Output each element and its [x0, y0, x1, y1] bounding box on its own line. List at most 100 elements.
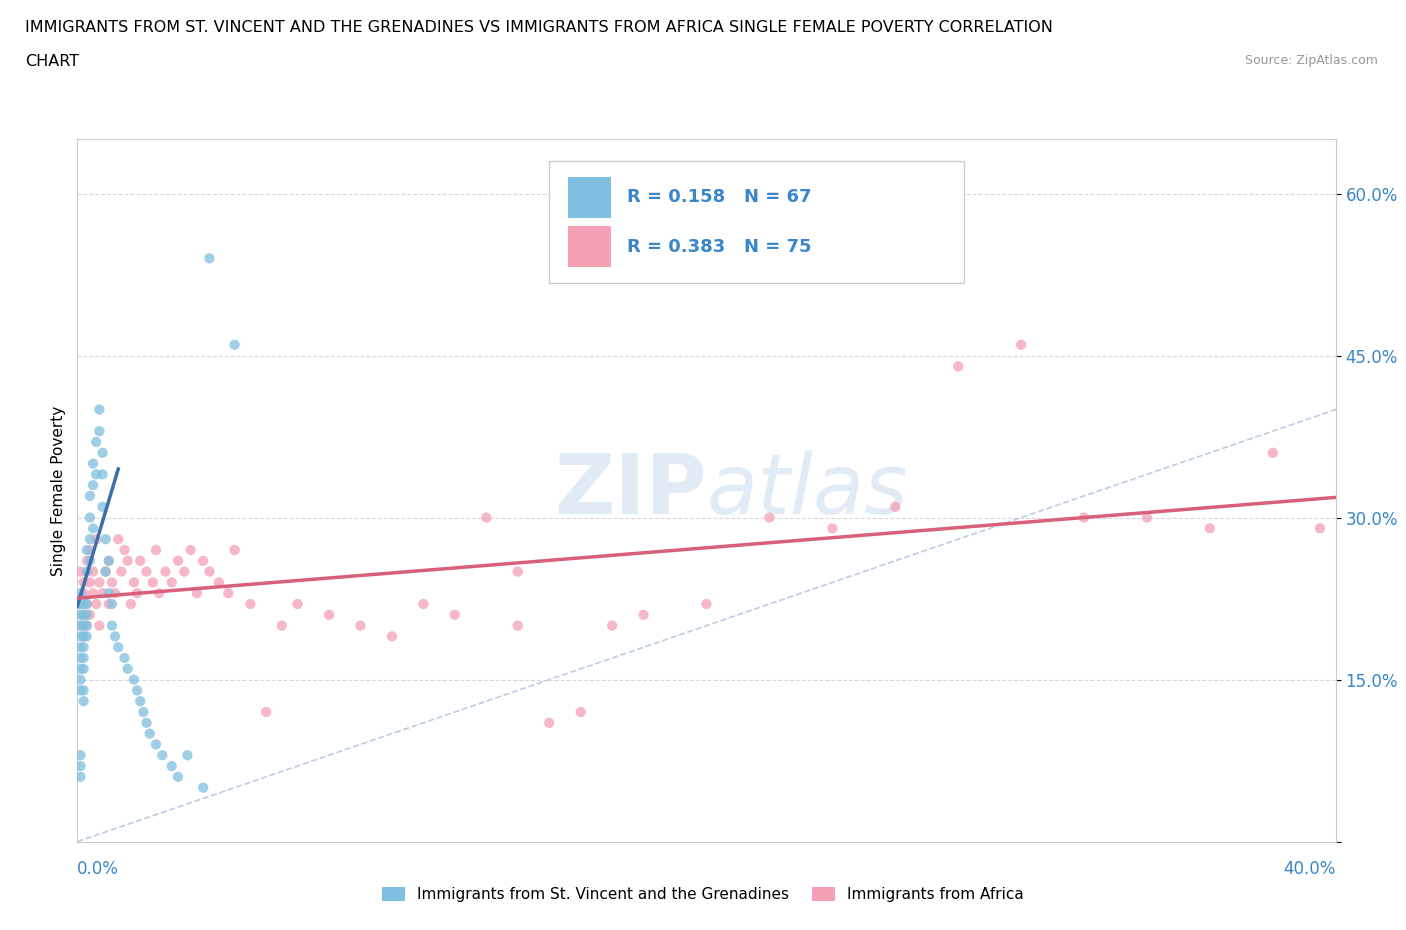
Point	[72, 596, 94, 611]
Point	[1198, 521, 1220, 536]
Point	[239, 596, 262, 611]
Point	[569, 705, 592, 720]
Point	[72, 629, 94, 644]
Point	[72, 683, 94, 698]
Point	[72, 640, 94, 655]
Point	[167, 553, 190, 568]
Point	[69, 618, 91, 633]
Point	[142, 575, 165, 590]
Point	[82, 565, 104, 579]
Point	[412, 596, 434, 611]
FancyBboxPatch shape	[568, 226, 610, 267]
Point	[287, 596, 309, 611]
Point	[91, 499, 114, 514]
Point	[224, 338, 246, 352]
Point	[76, 553, 98, 568]
Point	[84, 596, 107, 611]
Point	[72, 607, 94, 622]
Point	[107, 640, 129, 655]
Point	[76, 618, 98, 633]
Point	[69, 672, 91, 687]
Point	[117, 553, 139, 568]
Text: ZIP: ZIP	[554, 450, 707, 531]
Point	[318, 607, 340, 622]
Point	[173, 565, 195, 579]
Point	[198, 565, 221, 579]
Point	[176, 748, 198, 763]
Point	[132, 705, 155, 720]
Point	[84, 434, 107, 449]
Point	[91, 467, 114, 482]
Point	[69, 683, 91, 698]
Point	[69, 596, 91, 611]
Point	[160, 759, 183, 774]
Point	[97, 553, 120, 568]
Point	[538, 715, 561, 730]
Point	[821, 521, 844, 536]
Point	[155, 565, 177, 579]
Point	[120, 596, 142, 611]
Point	[506, 618, 529, 633]
Point	[186, 586, 208, 601]
Text: atlas: atlas	[707, 450, 908, 531]
Point	[101, 618, 124, 633]
Point	[76, 565, 98, 579]
Point	[696, 596, 718, 611]
Point	[69, 661, 91, 676]
Point	[76, 629, 98, 644]
Point	[79, 488, 101, 503]
Point	[758, 511, 780, 525]
Point	[69, 586, 91, 601]
Point	[506, 565, 529, 579]
Point	[89, 424, 111, 439]
Point	[127, 683, 149, 698]
Point	[600, 618, 623, 633]
Point	[122, 575, 145, 590]
Point	[72, 607, 94, 622]
Point	[349, 618, 371, 633]
Point	[72, 651, 94, 666]
Point	[110, 565, 132, 579]
Point	[97, 553, 120, 568]
Y-axis label: Single Female Poverty: Single Female Poverty	[51, 405, 66, 576]
Text: R = 0.383   N = 75: R = 0.383 N = 75	[627, 237, 811, 256]
Point	[69, 629, 91, 644]
Point	[84, 467, 107, 482]
Point	[69, 769, 91, 784]
Text: 0.0%: 0.0%	[77, 860, 120, 878]
Point	[82, 521, 104, 536]
Point	[76, 596, 98, 611]
Point	[72, 661, 94, 676]
Point	[217, 586, 239, 601]
Point	[180, 542, 202, 557]
Point	[129, 553, 152, 568]
Point	[114, 651, 136, 666]
Point	[94, 532, 117, 547]
Point	[127, 586, 149, 601]
Point	[107, 532, 129, 547]
Point	[884, 499, 907, 514]
Point	[69, 618, 91, 633]
Point	[1136, 511, 1159, 525]
Point	[69, 748, 91, 763]
Point	[79, 607, 101, 622]
Point	[475, 511, 498, 525]
Point	[1261, 445, 1284, 460]
Point	[208, 575, 231, 590]
Point	[1309, 521, 1331, 536]
Point	[138, 726, 160, 741]
Point	[72, 586, 94, 601]
Point	[145, 737, 167, 751]
Point	[69, 651, 91, 666]
FancyBboxPatch shape	[568, 177, 610, 219]
Point	[89, 575, 111, 590]
Point	[94, 565, 117, 579]
Point	[69, 759, 91, 774]
Point	[82, 478, 104, 493]
Point	[76, 607, 98, 622]
Point	[79, 511, 101, 525]
Point	[89, 402, 111, 417]
Point	[135, 565, 157, 579]
Point	[101, 596, 124, 611]
Point	[97, 596, 120, 611]
